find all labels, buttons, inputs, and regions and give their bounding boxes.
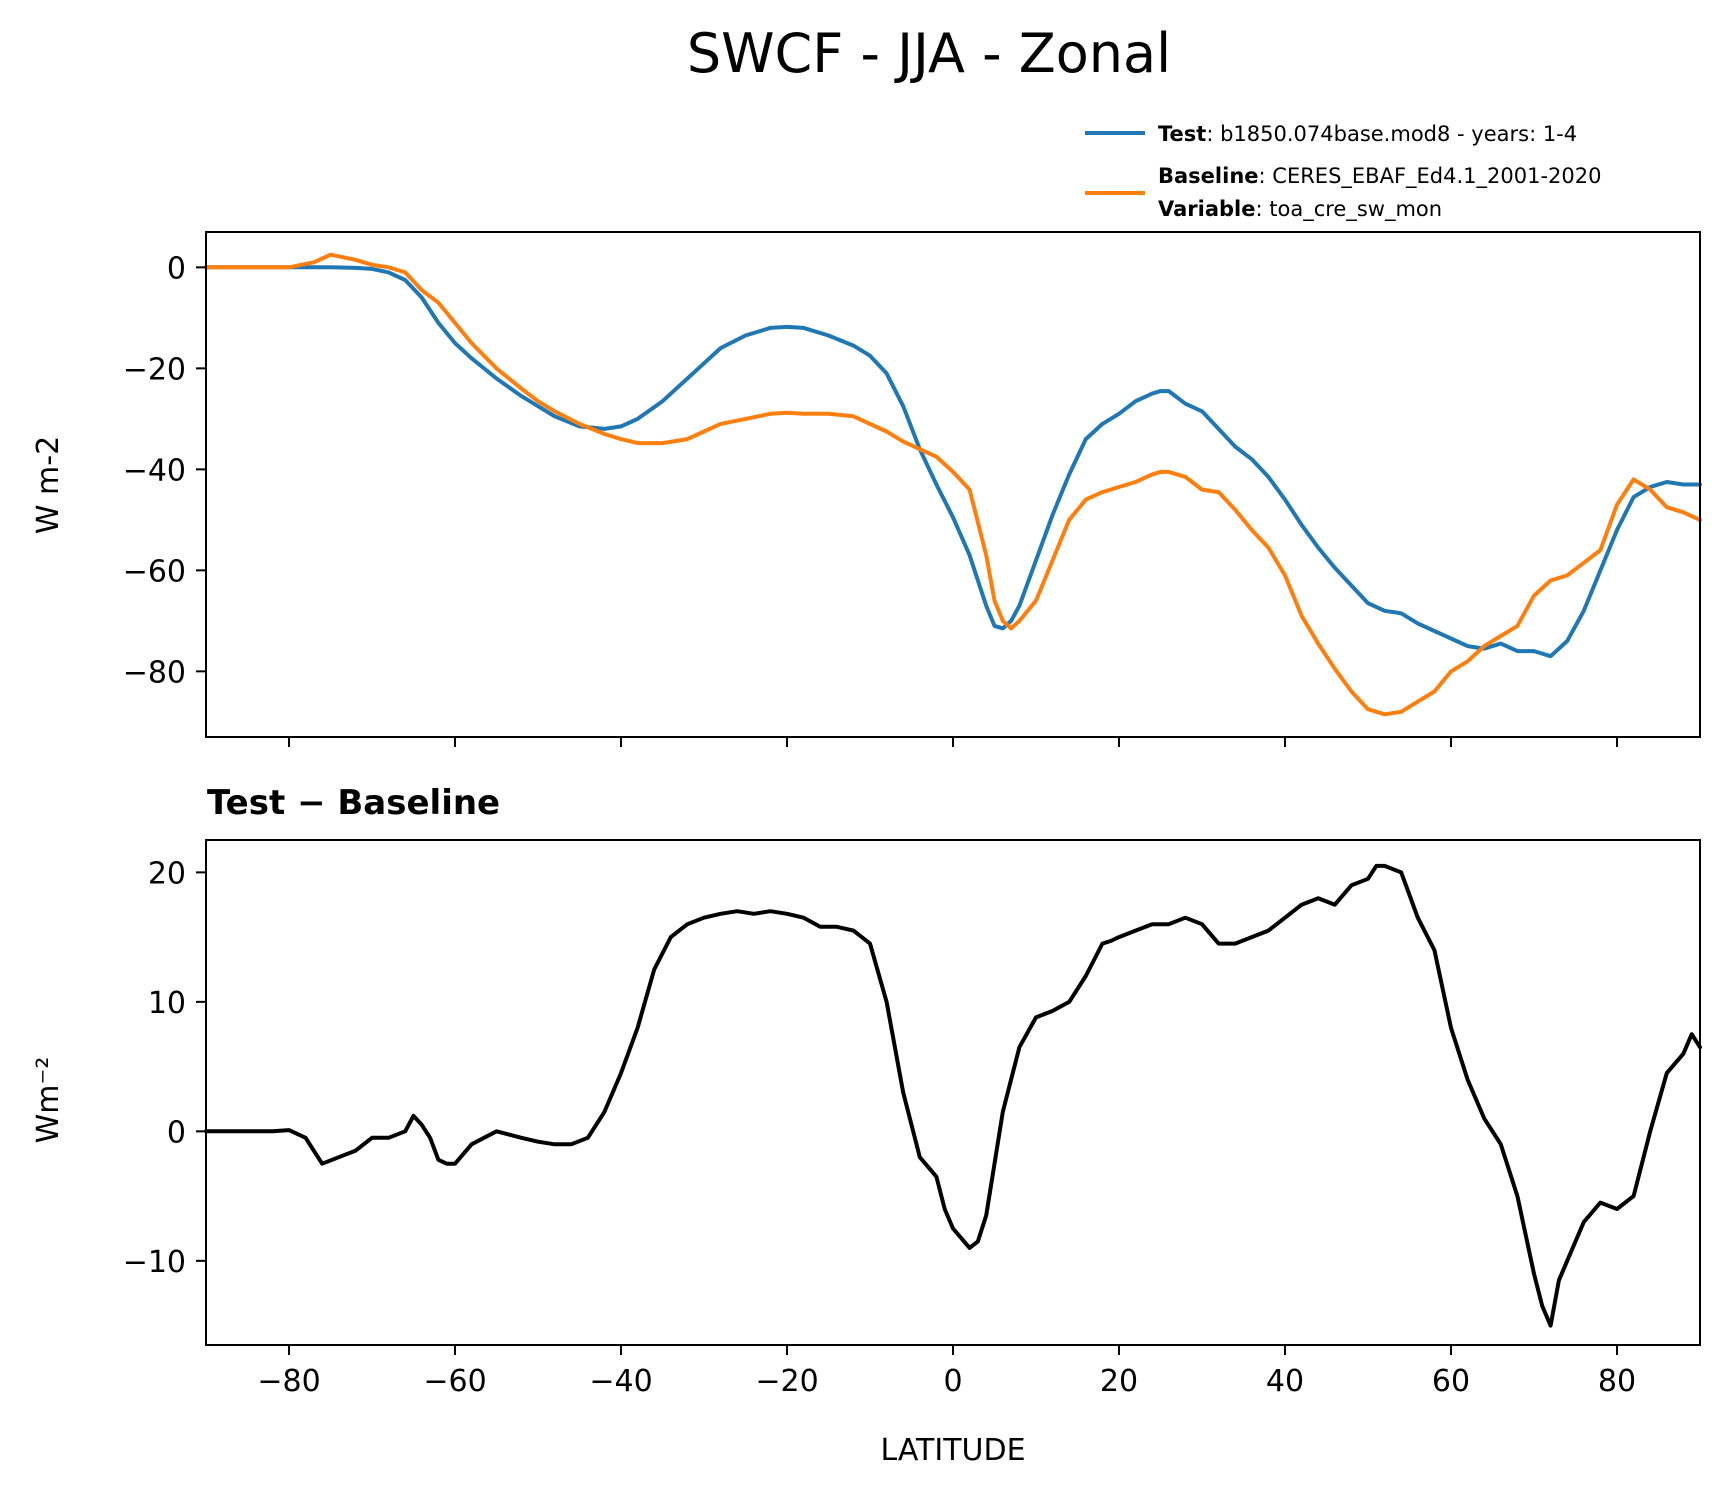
legend: Test: b1850.074base.mod8 - years: 1-4 Ba… [1085, 122, 1601, 222]
top-series-line-b [204, 252, 1702, 717]
bottom-xtick-label: −20 [755, 1364, 818, 1399]
bottom-ytick-label: −10 [123, 1245, 186, 1280]
legend-variable-value: toa_cre_sw_mon [1269, 197, 1442, 222]
svg-text:Baseline: CERES_EBAF_Ed4.1_200: Baseline: CERES_EBAF_Ed4.1_2001-2020 [1158, 164, 1601, 189]
bottom-series-line-a [204, 863, 1702, 1328]
bottom-series-group [204, 863, 1702, 1328]
top-ylabel: W m-2 [31, 436, 66, 534]
figure-title: SWCF - JJA - Zonal [687, 22, 1171, 85]
legend-test-value: b1850.074base.mod8 - years: 1-4 [1220, 122, 1577, 146]
bottom-ytick-label: 0 [167, 1115, 186, 1150]
bottom-ytick-label: 20 [148, 856, 186, 891]
svg-text:Variable: toa_cre_sw_mon: Variable: toa_cre_sw_mon [1158, 197, 1442, 222]
top-yticks: 0 −20 −40 −60 −80 [123, 251, 206, 690]
legend-test-key: Test [1158, 122, 1206, 146]
top-series-line-a [204, 265, 1702, 659]
top-ytick-label: −20 [123, 352, 186, 387]
top-ytick-label: −40 [123, 453, 186, 488]
bottom-xtick-label: 80 [1598, 1364, 1636, 1399]
bottom-xlabel: LATITUDE [880, 1433, 1025, 1468]
legend-baseline-value: CERES_EBAF_Ed4.1_2001-2020 [1272, 164, 1601, 189]
bottom-xticks: −80 −60 −40 −20 0 20 40 60 80 [257, 1345, 1636, 1399]
top-xticks [288, 737, 1618, 747]
top-series-group [204, 252, 1702, 717]
top-ytick-label: −60 [123, 554, 186, 589]
bottom-xtick-label: −80 [257, 1364, 320, 1399]
bottom-yticks: 20 10 0 −10 [123, 856, 206, 1280]
bottom-ylabel: Wm⁻² [31, 1057, 66, 1144]
svg-text:Test: b1850.074base.mod8 - yea: Test: b1850.074base.mod8 - years: 1-4 [1158, 122, 1577, 146]
bottom-panel-title: Test − Baseline [207, 783, 500, 823]
bottom-xtick-label: 0 [943, 1364, 962, 1399]
bottom-xtick-label: −40 [589, 1364, 652, 1399]
legend-variable-key: Variable [1158, 197, 1255, 221]
bottom-xtick-label: 20 [1100, 1364, 1138, 1399]
bottom-ytick-label: 10 [148, 986, 186, 1021]
top-plot-frame [205, 231, 1701, 738]
bottom-plot-frame [205, 839, 1701, 1346]
legend-baseline-key: Baseline [1158, 164, 1259, 188]
top-ytick-label: 0 [167, 251, 186, 286]
top-ytick-label: −80 [123, 655, 186, 690]
bottom-xtick-label: 40 [1266, 1364, 1304, 1399]
bottom-xtick-label: −60 [423, 1364, 486, 1399]
bottom-xtick-label: 60 [1432, 1364, 1470, 1399]
top-panel: 0 −20 −40 −60 −80 W m-2 [31, 231, 1702, 747]
